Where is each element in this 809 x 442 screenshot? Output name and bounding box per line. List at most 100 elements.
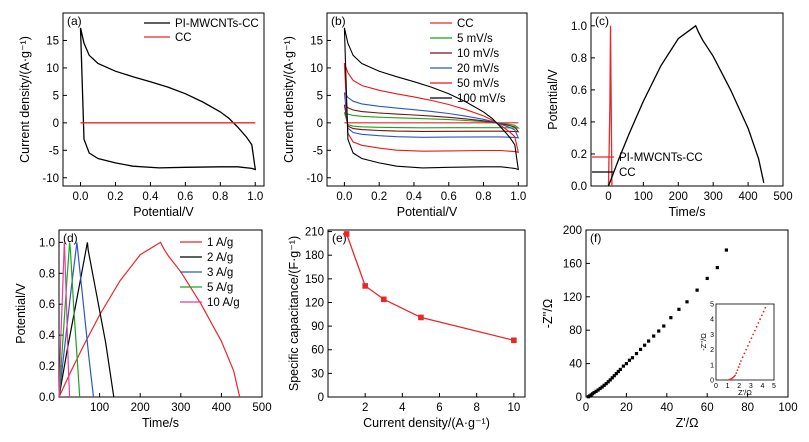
inset-data-point: [750, 337, 753, 340]
y-tick-label: 0.0: [571, 181, 587, 193]
data-point: [380, 296, 387, 303]
x-tick-label: 8: [473, 402, 479, 414]
plot-frame: [58, 229, 263, 398]
x-tick-label: 500: [252, 402, 271, 414]
y-tick-label: 0.4: [571, 117, 588, 129]
data-point: [600, 385, 604, 389]
data-point: [630, 356, 635, 360]
inset-data-point: [759, 318, 761, 321]
x-tick-label: 6: [436, 402, 442, 414]
x-tick-label: 0.0: [336, 191, 352, 203]
inset-data-point: [752, 333, 755, 336]
inset-y-tick-label: 2: [710, 347, 714, 354]
inset-x-tick-label: 0: [714, 383, 718, 390]
x-tick-label: 300: [171, 402, 190, 414]
x-tick-label: 0.2: [371, 191, 387, 203]
inset-y-axis-label: -Z''/Ω: [699, 333, 708, 351]
cv-curve: [343, 62, 520, 154]
inset-y-tick-label: 1: [710, 362, 714, 369]
panel-label: (e): [332, 231, 347, 245]
x-axis-label: Potential/V: [397, 205, 458, 219]
y-tick-label: 0.4: [39, 330, 56, 342]
x-tick-label: 0.4: [142, 191, 159, 203]
inset-y-tick-label: 3: [710, 332, 714, 339]
inset-data-point: [737, 366, 740, 368]
legend-entry: 3 A/g: [207, 267, 233, 279]
legend-entry: 20 mV/s: [457, 63, 499, 75]
inset-x-tick-label: 3: [749, 383, 753, 390]
gcd-curve: [58, 242, 71, 398]
plot-frame: [62, 12, 265, 187]
inset-data-point: [735, 372, 738, 375]
data-point: [685, 300, 689, 304]
data-point: [610, 376, 614, 380]
inset-data-point: [753, 329, 756, 332]
x-axis-label: Time/s: [142, 416, 179, 430]
x-tick-label: 40: [660, 402, 673, 414]
y-tick-label: 0: [576, 392, 582, 404]
data-point: [618, 367, 622, 372]
x-axis-label: Potential/V: [133, 205, 194, 219]
x-tick-label: 0.8: [212, 191, 228, 203]
data-point: [677, 307, 681, 311]
gcd-curve: [58, 242, 81, 398]
inset-data-point: [747, 344, 749, 347]
data-point: [592, 391, 596, 395]
y-tick-label: 40: [569, 359, 582, 371]
y-tick-label: 0.2: [571, 149, 587, 161]
x-tick-label: 400: [212, 402, 231, 414]
y-tick-label: -10: [42, 173, 59, 185]
data-point: [695, 288, 699, 292]
gcd-curve: [58, 241, 241, 398]
legend-entry: 50 mV/s: [457, 78, 499, 90]
cv-curve: [79, 27, 257, 171]
legend-entry: 5 A/g: [207, 282, 233, 294]
capacitance-line: [345, 233, 514, 341]
cv-curve: [343, 27, 519, 171]
legend-entry: CC: [457, 18, 474, 30]
data-point: [647, 339, 651, 343]
panel-e: 2 4 6 8 10 0 30 60 90 120 150 180 210 Current density…: [287, 227, 526, 430]
cv-curve: [343, 92, 520, 139]
panel-b: 0.0 0.2 0.4 0.6 0.8 1.0 -10 -5 0 5 10 15 Potential/V…: [282, 12, 528, 219]
x-tick-label: 2: [362, 402, 368, 414]
inset-y-tick-label: 4: [710, 317, 714, 324]
x-tick-label: 500: [773, 191, 792, 203]
y-tick-label: 210: [305, 227, 324, 239]
legend-entry: 5 mV/s: [457, 33, 493, 45]
y-tick-label: 150: [305, 274, 324, 286]
legend-entry: 2 A/g: [207, 252, 233, 264]
legend-entry: PI-MWCNTs-CC: [619, 152, 703, 164]
inset-data-point: [734, 374, 737, 377]
plot-frame: [585, 229, 789, 398]
gcd-curve: [607, 25, 613, 187]
x-tick-label: 1.0: [247, 191, 263, 203]
panel-f: 0 20 40 60 80 10004080120160200Z'/Ω-Z''/Ω(f)0…: [541, 225, 798, 430]
y-tick-label: 1.0: [39, 237, 55, 249]
inset-data-point: [745, 348, 748, 351]
data-point: [590, 392, 595, 396]
data-point: [614, 372, 618, 376]
data-point: [662, 324, 666, 328]
y-tick-label: 0: [317, 118, 323, 130]
data-point: [608, 378, 612, 382]
cv-curve: [343, 111, 520, 129]
panel-label: (b): [331, 14, 346, 28]
y-axis-label: Potential/V: [546, 69, 560, 130]
panel-label: (a): [67, 14, 82, 28]
data-point: [598, 386, 602, 391]
y-tick-label: 15: [310, 35, 323, 47]
data-point: [638, 347, 643, 352]
panel-label: (f): [590, 231, 601, 245]
panel-a: 0.0 0.2 0.4 0.6 0.8 1.0 -10 -5 0 5 10 15 Potential/V…: [18, 12, 265, 219]
data-point: [621, 364, 625, 368]
y-tick-label: 200: [563, 225, 582, 237]
y-tick-label: 10: [46, 63, 59, 75]
inset-data-point: [764, 306, 767, 309]
data-point: [642, 343, 647, 347]
data-point: [669, 316, 673, 320]
y-tick-label: 30: [311, 368, 324, 380]
cv-curve: [343, 104, 520, 133]
y-axis-label: Current density/(A·g⁻¹): [18, 36, 32, 163]
